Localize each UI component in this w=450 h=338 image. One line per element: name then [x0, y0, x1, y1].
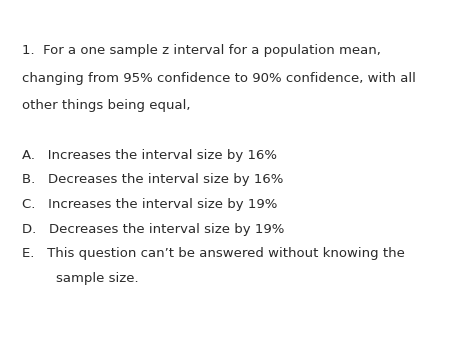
Text: E.   This question can’t be answered without knowing the: E. This question can’t be answered witho… [22, 247, 405, 260]
Text: changing from 95% confidence to 90% confidence, with all: changing from 95% confidence to 90% conf… [22, 72, 416, 84]
Text: C.   Increases the interval size by 19%: C. Increases the interval size by 19% [22, 198, 278, 211]
Text: B.   Decreases the interval size by 16%: B. Decreases the interval size by 16% [22, 173, 284, 186]
Text: 1.  For a one sample z interval for a population mean,: 1. For a one sample z interval for a pop… [22, 44, 382, 57]
Text: sample size.: sample size. [22, 272, 139, 285]
Text: D.   Decreases the interval size by 19%: D. Decreases the interval size by 19% [22, 223, 285, 236]
Text: A.   Increases the interval size by 16%: A. Increases the interval size by 16% [22, 149, 278, 162]
Text: other things being equal,: other things being equal, [22, 99, 191, 112]
